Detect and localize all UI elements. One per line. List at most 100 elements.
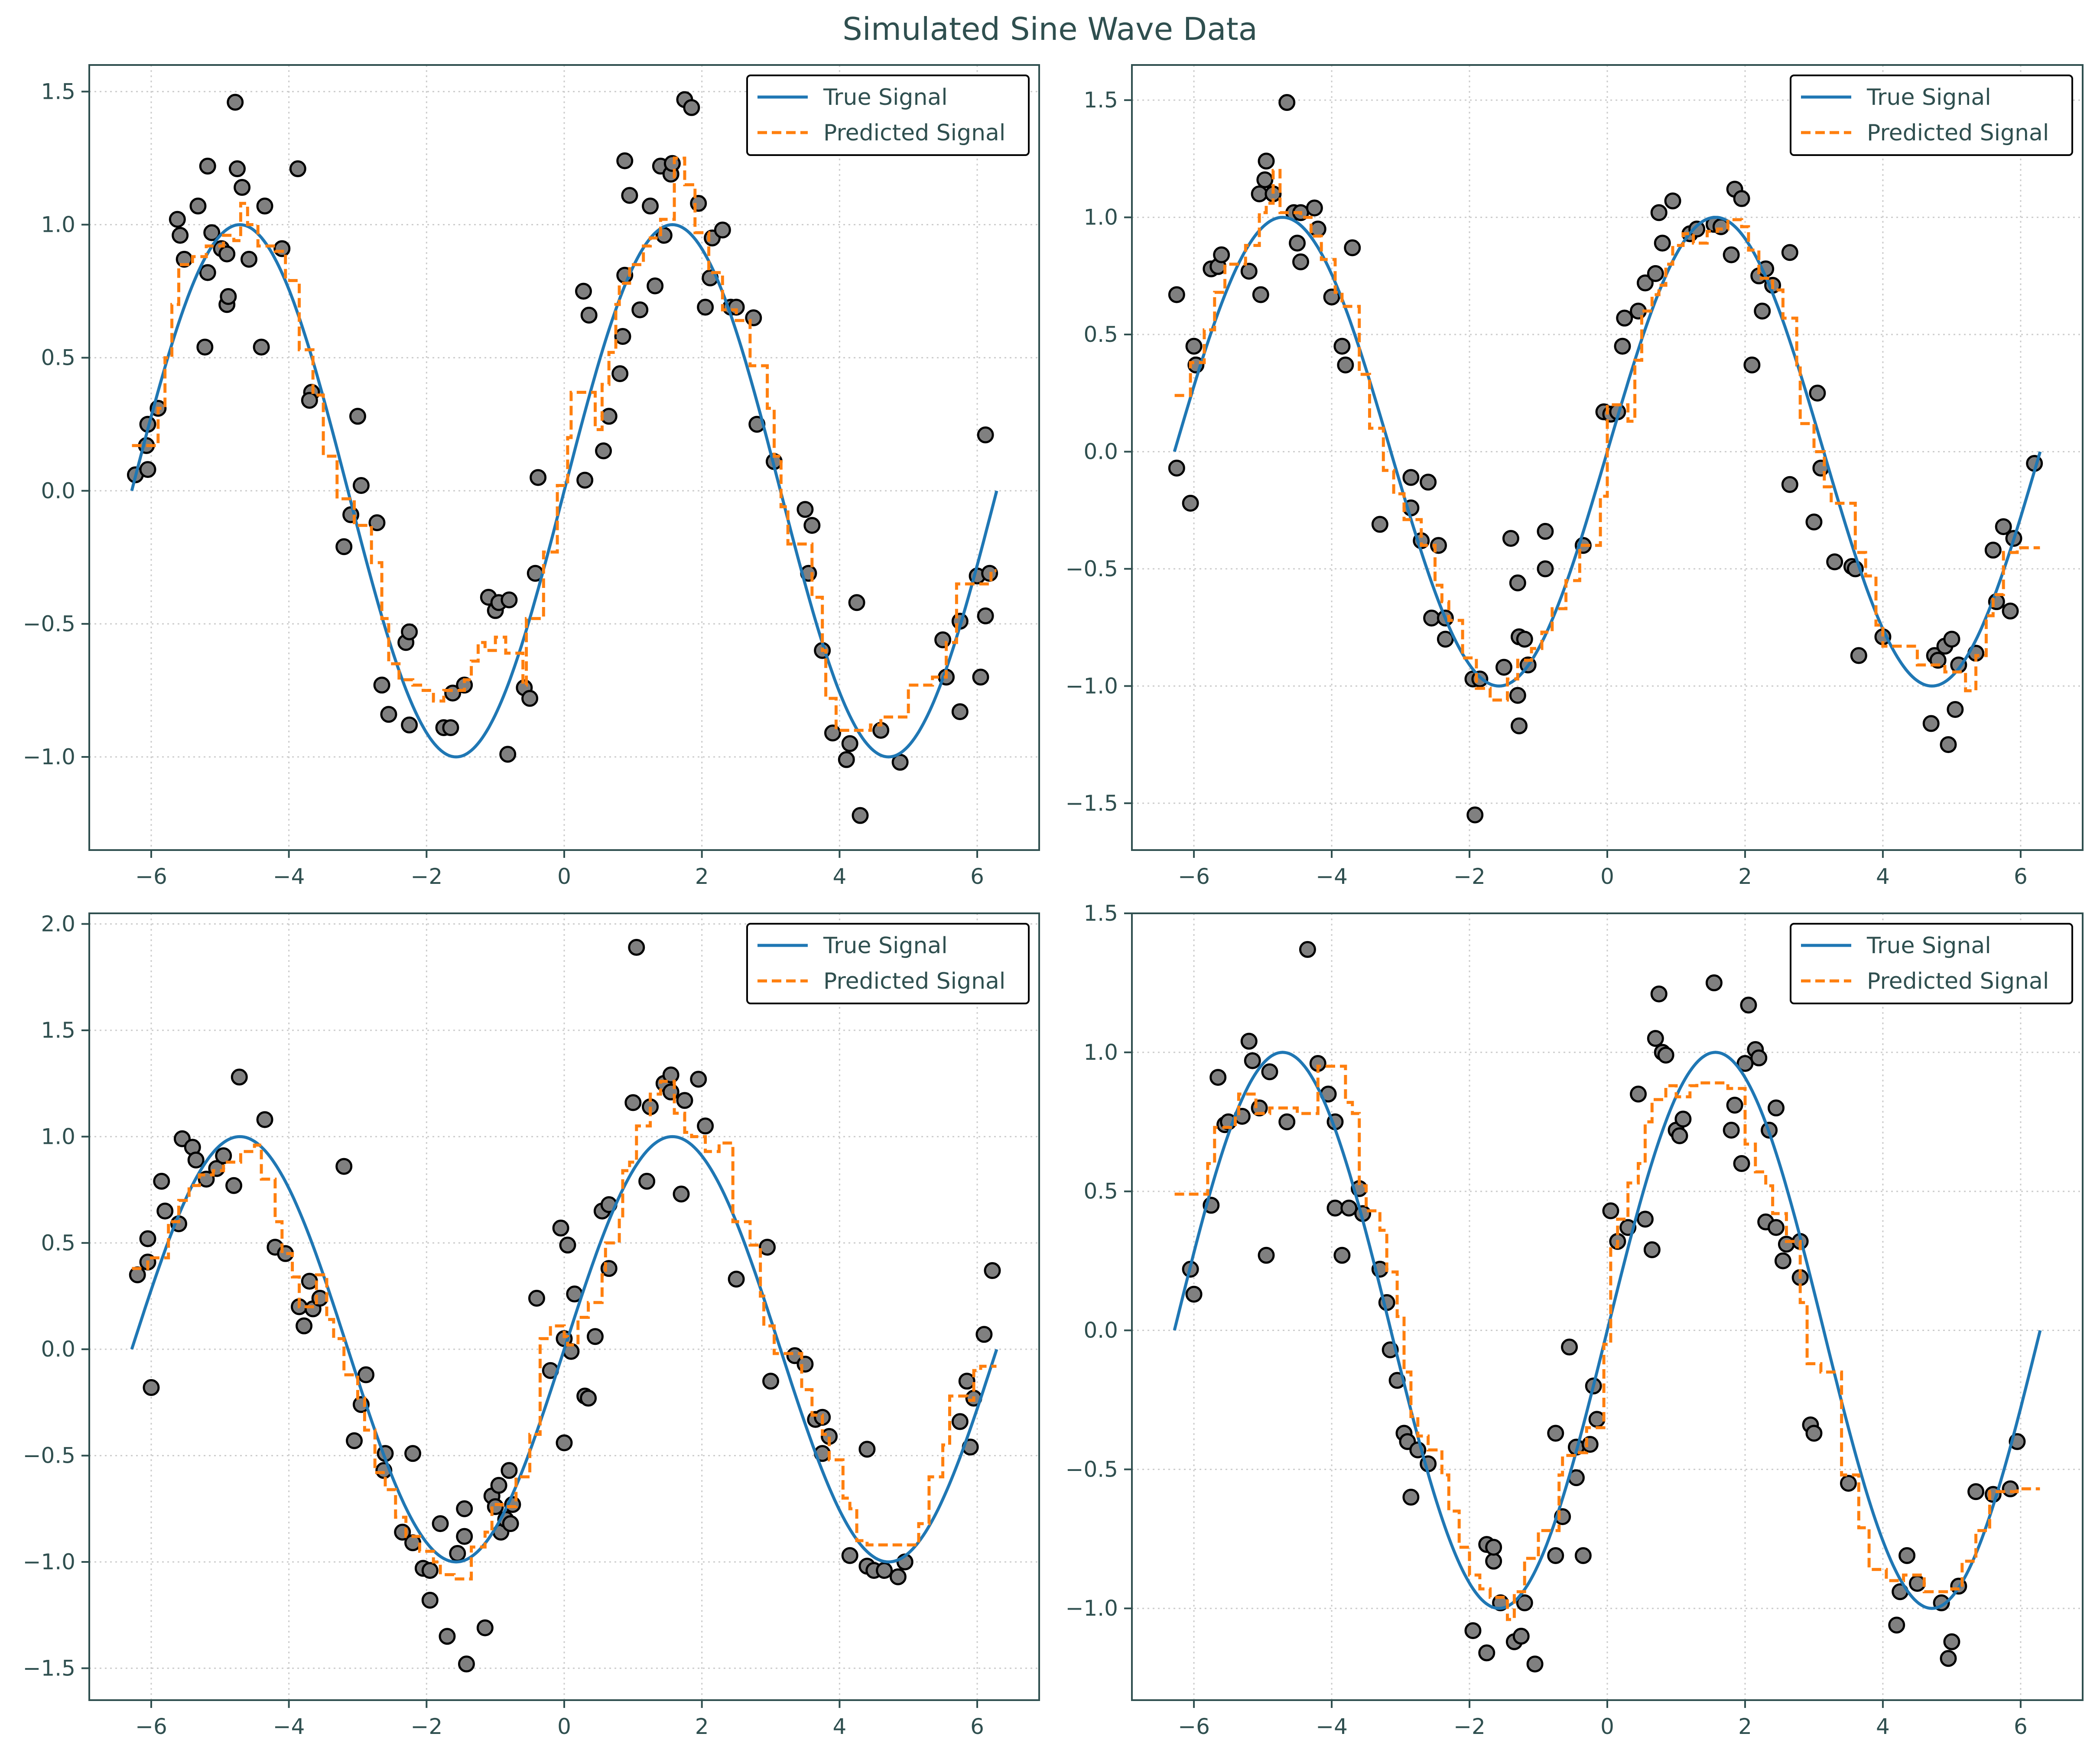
data-point: [642, 198, 659, 215]
data-point: [169, 211, 186, 228]
data-point: [256, 1111, 273, 1128]
data-point: [958, 1373, 975, 1390]
plot-area: [129, 939, 1001, 1673]
data-point: [1574, 1547, 1592, 1564]
data-point: [586, 1328, 604, 1345]
data-point: [352, 477, 370, 494]
data-point: [1402, 1489, 1420, 1506]
data-point: [1240, 1032, 1258, 1050]
legend-box: [1790, 75, 2073, 156]
data-point: [1733, 190, 1750, 207]
legend-predicted-signal-label: Predicted Signal: [1867, 120, 2049, 146]
data-point: [1768, 1099, 1785, 1117]
y-tick-label: −1.0: [1066, 1596, 1118, 1621]
x-tick-label: −4: [1316, 1714, 1348, 1739]
data-point: [1781, 476, 1798, 493]
data-point: [977, 607, 994, 624]
x-tick-label: −6: [135, 1714, 167, 1739]
data-point: [499, 746, 517, 763]
data-point: [576, 471, 594, 489]
data-point: [172, 227, 189, 244]
data-points: [129, 939, 1001, 1673]
data-point: [1602, 1202, 1619, 1220]
data-point: [1726, 1097, 1743, 1114]
data-point: [1209, 1069, 1227, 1086]
y-tick-label: 0.0: [41, 478, 75, 503]
data-point: [1840, 1474, 1857, 1492]
data-point: [401, 716, 418, 734]
subplot-bottom-left: −6 −4 −2 0 2 4 6 −1.5 −1.0 −0.5 0.0 0.5 1.0 1.5 2.0 Tru…: [23, 912, 1040, 1739]
y-tick-label: −1.0: [23, 1549, 75, 1574]
plot-area: [127, 91, 998, 824]
data-point: [1261, 1063, 1278, 1081]
data-point: [1636, 1211, 1654, 1228]
y-tick-label: −1.0: [23, 744, 75, 769]
data-point: [253, 338, 270, 356]
data-point: [848, 594, 865, 611]
y-tick-label: 1.0: [41, 212, 75, 237]
data-point: [838, 751, 855, 768]
data-point: [951, 703, 969, 721]
data-point: [234, 179, 251, 196]
data-point: [1185, 1286, 1203, 1303]
data-point: [373, 676, 390, 694]
data-point: [1943, 1633, 1960, 1650]
data-point: [1723, 246, 1740, 263]
data-point: [1306, 199, 1323, 217]
data-point: [1647, 265, 1664, 282]
data-point: [2002, 1480, 2019, 1497]
data-point: [218, 245, 236, 263]
data-point: [676, 1092, 693, 1109]
x-tick-label: 0: [557, 1714, 571, 1739]
y-tick-label: −1.5: [23, 1656, 75, 1681]
data-point: [1898, 1547, 1916, 1564]
x-tick-label: 4: [832, 864, 846, 889]
data-point: [1168, 459, 1185, 477]
data-point: [796, 1356, 814, 1373]
y-tick-label: 0.0: [1083, 439, 1118, 464]
data-point: [631, 301, 649, 318]
y-tick-label: 0.0: [1083, 1318, 1118, 1343]
data-point: [301, 392, 318, 409]
x-tick-label: −2: [410, 1714, 442, 1739]
data-point: [1510, 717, 1528, 734]
data-point: [530, 469, 547, 486]
data-point: [1754, 302, 1771, 320]
data-point: [421, 1562, 439, 1579]
data-point: [628, 939, 645, 956]
data-point: [1299, 941, 1316, 958]
data-point: [575, 282, 592, 300]
legend-box: [1790, 923, 2073, 1004]
data-point: [624, 1094, 642, 1111]
y-tick-label: 1.0: [1083, 1040, 1118, 1065]
y-tick-label: 1.0: [41, 1124, 75, 1149]
data-point: [1213, 246, 1230, 263]
legend-true-signal-label: True Signal: [1866, 84, 1991, 110]
x-tick-label: −2: [1453, 1714, 1486, 1739]
data-point: [1743, 356, 1761, 373]
data-point: [156, 1202, 174, 1220]
x-tick-label: 4: [1876, 864, 1890, 889]
data-point: [690, 195, 707, 212]
x-tick-label: −4: [273, 1714, 305, 1739]
data-point: [1984, 542, 2002, 559]
data-point: [1654, 234, 1671, 252]
data-point: [1509, 574, 1526, 591]
data-point: [1240, 263, 1258, 280]
data-point: [296, 1317, 313, 1334]
data-point: [1185, 338, 1203, 355]
data-point: [490, 1477, 507, 1494]
data-point: [1258, 153, 1275, 170]
data-point: [1995, 518, 2012, 536]
y-tick-label: 1.0: [1083, 205, 1118, 230]
data-point: [256, 198, 273, 215]
data-point: [1340, 1199, 1358, 1217]
legend-predicted-signal-label: Predicted Signal: [1867, 968, 2049, 994]
data-point: [1588, 1411, 1606, 1428]
data-point: [227, 94, 244, 111]
data-point: [1495, 659, 1513, 676]
data-point: [1736, 1055, 1754, 1072]
legend-box: [746, 75, 1030, 156]
data-point: [889, 1568, 907, 1585]
